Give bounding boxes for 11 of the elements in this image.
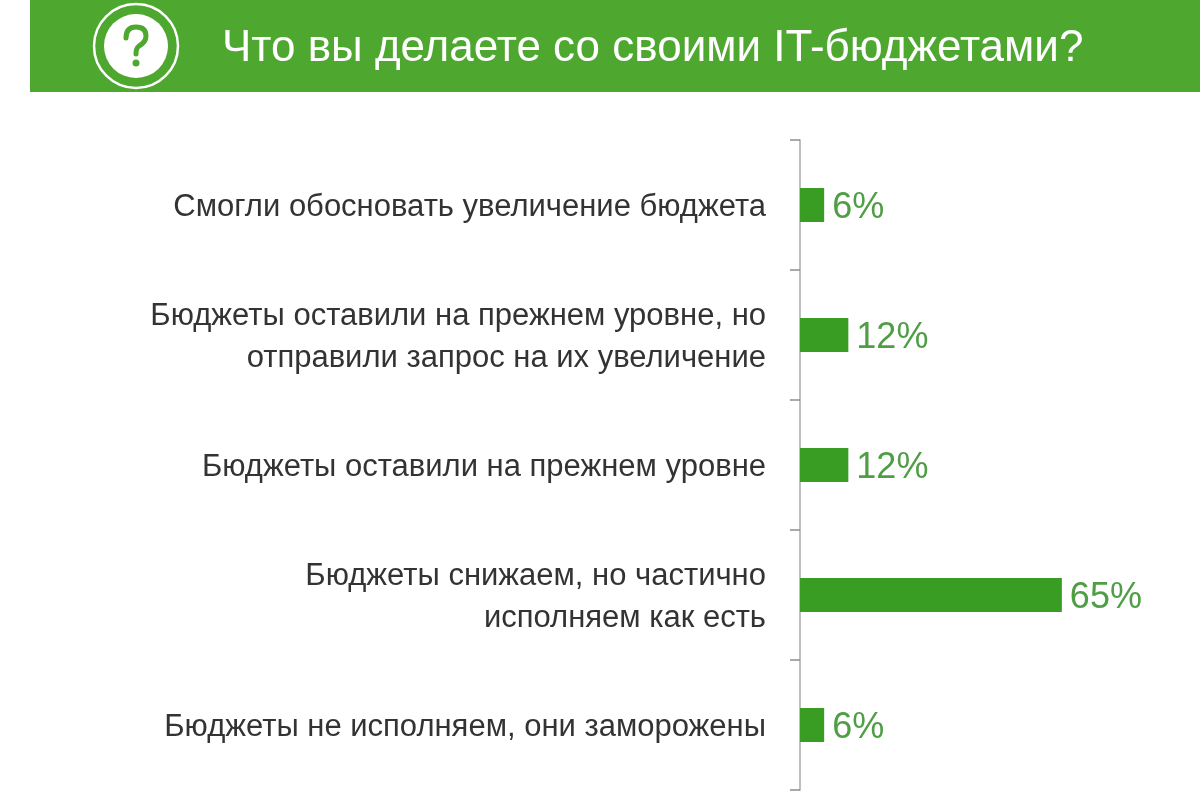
y-tick-label: Бюджеты оставили на прежнем уровне [201,447,766,483]
chart-title: Что вы делаете со своими IT-бюджетами? [222,20,1084,72]
data-label: 6% [832,184,885,226]
y-tick-label: Смогли обосновать увеличение бюджета [173,187,767,223]
data-label: 6% [832,704,885,746]
y-tick-label: Бюджеты не исполняем, они заморожены [164,707,766,743]
y-tick-label: Бюджеты оставили на прежнем уровне, но отправили запрос на их увеличение [150,296,766,374]
data-label: 12% [856,444,929,486]
data-label: 12% [856,314,929,356]
y-tick-label: Бюджеты снижаем, но частично исполняем как есть [305,556,766,634]
data-label: 65% [1069,574,1142,616]
